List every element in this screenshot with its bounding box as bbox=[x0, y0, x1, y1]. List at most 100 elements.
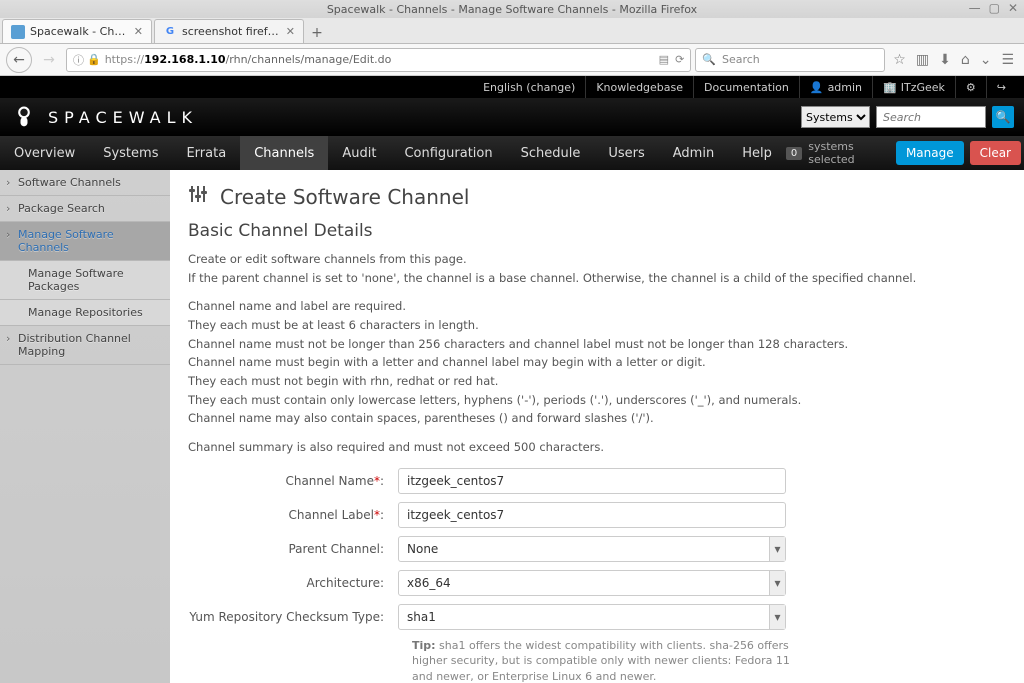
nav-schedule[interactable]: Schedule bbox=[507, 136, 595, 170]
brand-text: SPACEWALK bbox=[48, 108, 198, 127]
prefs-link[interactable]: ⚙ bbox=[955, 76, 986, 98]
reload-icon[interactable]: ⟳ bbox=[675, 53, 684, 66]
prefs-icon: ⚙ bbox=[966, 81, 976, 94]
rule-text: They each must contain only lowercase le… bbox=[188, 392, 1006, 409]
close-icon[interactable]: ✕ bbox=[1008, 1, 1018, 15]
locale-link[interactable]: English (change) bbox=[473, 76, 585, 98]
forward-button[interactable]: → bbox=[36, 47, 62, 73]
browser-tab[interactable]: Spacewalk - Channels - Ma ✕ bbox=[2, 19, 152, 43]
home-icon[interactable]: ⌂ bbox=[961, 52, 970, 68]
system-search-input[interactable] bbox=[876, 106, 986, 128]
system-search: Systems 🔍 bbox=[801, 106, 1014, 128]
nav-users[interactable]: Users bbox=[594, 136, 658, 170]
reader-icon[interactable]: ▤ bbox=[659, 53, 669, 66]
knowledgebase-link[interactable]: Knowledgebase bbox=[585, 76, 693, 98]
systems-selected-label: systems selected bbox=[808, 140, 887, 166]
label-channel-name: Channel Name*: bbox=[188, 474, 398, 488]
bookmark-icon[interactable]: ☆ bbox=[893, 52, 906, 68]
nav-audit[interactable]: Audit bbox=[328, 136, 390, 170]
library-icon[interactable]: ▥ bbox=[916, 52, 929, 68]
systems-selected: 0 systems selected bbox=[786, 136, 893, 170]
sidebar-item-manage-packages[interactable]: Manage Software Packages bbox=[0, 261, 170, 300]
clear-button[interactable]: Clear bbox=[970, 141, 1021, 165]
page-title: Create Software Channel bbox=[188, 184, 1006, 209]
manage-button[interactable]: Manage bbox=[896, 141, 964, 165]
row-architecture: Architecture: x86_64 ▾ bbox=[188, 570, 1006, 596]
parent-channel-select[interactable]: None ▾ bbox=[398, 536, 786, 562]
lock-warning-icon: 🔒 bbox=[87, 53, 101, 66]
nav-configuration[interactable]: Configuration bbox=[390, 136, 506, 170]
rule-text: Channel name must not be longer than 256… bbox=[188, 336, 1006, 353]
summary-rule-block: Channel summary is also required and mus… bbox=[188, 439, 1006, 456]
url-identity-icons: ⓘ 🔒 bbox=[73, 52, 101, 68]
documentation-link[interactable]: Documentation bbox=[693, 76, 799, 98]
new-tab-button[interactable]: + bbox=[306, 23, 328, 43]
logout-link[interactable]: ↪ bbox=[986, 76, 1016, 98]
chevron-down-icon: ▾ bbox=[769, 571, 785, 595]
url-path: /rhn/channels/manage/Edit.do bbox=[226, 53, 392, 66]
intro-text: Create or edit software channels from th… bbox=[188, 251, 1006, 268]
minimize-icon[interactable]: — bbox=[969, 1, 981, 15]
select-value: x86_64 bbox=[407, 576, 451, 590]
url-bar[interactable]: ⓘ 🔒 https:// 192.168.1.10 /rhn/channels/… bbox=[66, 48, 691, 72]
maximize-icon[interactable]: ▢ bbox=[989, 1, 1000, 15]
nav-systems[interactable]: Systems bbox=[89, 136, 172, 170]
label-checksum: Yum Repository Checksum Type: bbox=[188, 610, 398, 624]
label-architecture: Architecture: bbox=[188, 576, 398, 590]
tab-close-icon[interactable]: ✕ bbox=[134, 25, 143, 38]
sidebar-item-dist-mapping[interactable]: Distribution Channel Mapping bbox=[0, 326, 170, 365]
nav-admin[interactable]: Admin bbox=[659, 136, 728, 170]
logo[interactable]: SPACEWALK bbox=[10, 103, 198, 131]
sliders-icon bbox=[188, 184, 208, 209]
nav-errata[interactable]: Errata bbox=[172, 136, 240, 170]
window-titlebar: Spacewalk - Channels - Manage Software C… bbox=[0, 0, 1024, 18]
channel-name-input[interactable] bbox=[398, 468, 786, 494]
browser-search[interactable]: 🔍 Search bbox=[695, 48, 885, 72]
rule-text: Channel name and label are required. bbox=[188, 298, 1006, 315]
row-channel-label: Channel Label*: bbox=[188, 502, 1006, 528]
tab-close-icon[interactable]: ✕ bbox=[286, 25, 295, 38]
window-buttons: — ▢ ✕ bbox=[969, 1, 1018, 15]
favicon-icon: G bbox=[163, 25, 177, 39]
downloads-icon[interactable]: ⬇ bbox=[939, 52, 951, 68]
pocket-icon[interactable]: ⌄ bbox=[980, 52, 992, 68]
org-link[interactable]: 🏢ITzGeek bbox=[872, 76, 955, 98]
intro-text: If the parent channel is set to 'none', … bbox=[188, 270, 1006, 287]
page-viewport: English (change) Knowledgebase Documenta… bbox=[0, 76, 1024, 683]
nav-help[interactable]: Help bbox=[728, 136, 786, 170]
chevron-down-icon: ▾ bbox=[769, 605, 785, 629]
label-parent-channel: Parent Channel: bbox=[188, 542, 398, 556]
search-submit-button[interactable]: 🔍 bbox=[992, 106, 1014, 128]
search-placeholder: Search bbox=[722, 53, 760, 66]
user-link[interactable]: 👤admin bbox=[799, 76, 872, 98]
sidebar-item-manage-channels[interactable]: Manage Software Channels bbox=[0, 222, 170, 261]
top-utility-nav: English (change) Knowledgebase Documenta… bbox=[0, 76, 1024, 98]
channel-label-input[interactable] bbox=[398, 502, 786, 528]
browser-tabbar: Spacewalk - Channels - Ma ✕ G screenshot… bbox=[0, 18, 1024, 44]
nav-channels[interactable]: Channels bbox=[240, 136, 328, 170]
browser-tab[interactable]: G screenshot firefox linux - G ✕ bbox=[154, 19, 304, 43]
rule-text: Channel name may also contain spaces, pa… bbox=[188, 410, 1006, 427]
rule-text: They each must not begin with rhn, redha… bbox=[188, 373, 1006, 390]
intro-block: Create or edit software channels from th… bbox=[188, 251, 1006, 286]
sidebar-item-manage-repositories[interactable]: Manage Repositories bbox=[0, 300, 170, 326]
section-heading: Basic Channel Details bbox=[188, 221, 1006, 241]
row-channel-name: Channel Name*: bbox=[188, 468, 1006, 494]
menu-icon[interactable]: ☰ bbox=[1001, 52, 1014, 68]
checksum-select[interactable]: sha1 ▾ bbox=[398, 604, 786, 630]
nav-overview[interactable]: Overview bbox=[0, 136, 89, 170]
url-host: 192.168.1.10 bbox=[144, 53, 225, 66]
label-channel-label: Channel Label*: bbox=[188, 508, 398, 522]
info-icon[interactable]: ⓘ bbox=[73, 52, 84, 68]
url-scheme: https:// bbox=[105, 53, 144, 66]
page-body: Software Channels Package Search Manage … bbox=[0, 170, 1024, 683]
back-button[interactable]: ← bbox=[6, 47, 32, 73]
sidebar-item-package-search[interactable]: Package Search bbox=[0, 196, 170, 222]
sidebar: Software Channels Package Search Manage … bbox=[0, 170, 170, 683]
sidebar-item-software-channels[interactable]: Software Channels bbox=[0, 170, 170, 196]
page-title-text: Create Software Channel bbox=[220, 185, 469, 209]
brand-bar: SPACEWALK Systems 🔍 bbox=[0, 98, 1024, 136]
search-scope-select[interactable]: Systems bbox=[801, 106, 870, 128]
logout-icon: ↪ bbox=[997, 81, 1006, 94]
architecture-select[interactable]: x86_64 ▾ bbox=[398, 570, 786, 596]
